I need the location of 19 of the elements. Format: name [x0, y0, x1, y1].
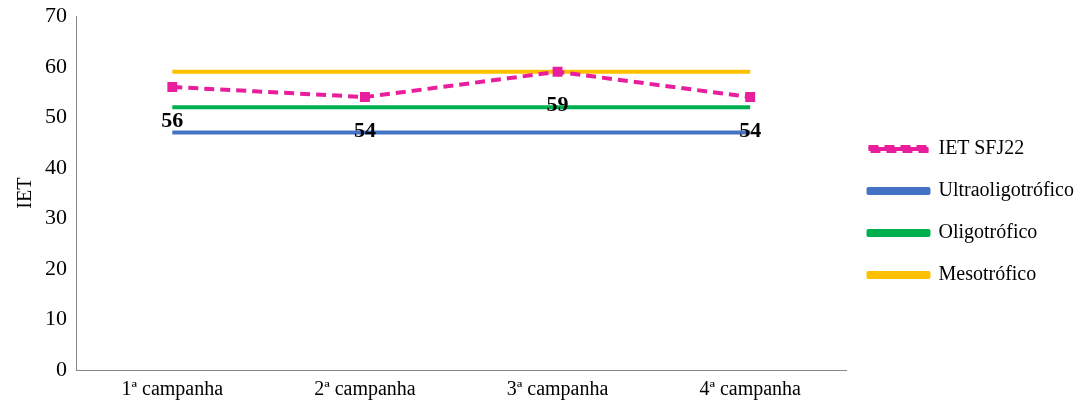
- y-tick-label: 10: [45, 305, 67, 331]
- x-tick-label: 2ª campanha: [314, 377, 416, 401]
- y-axis-title: IET: [13, 177, 36, 209]
- data-label: 54: [739, 116, 762, 142]
- x-tick-label: 3ª campanha: [506, 377, 609, 401]
- y-tick-label: 60: [45, 52, 67, 78]
- y-tick-label: 30: [45, 204, 67, 230]
- y-tick-label: 20: [45, 254, 67, 280]
- x-tick-label: 4ª campanha: [699, 377, 802, 401]
- x-tick-label: 1ª campanha: [121, 377, 224, 401]
- legend-label: IET SFJ22: [938, 136, 1025, 159]
- y-tick-label: 70: [45, 1, 67, 27]
- y-tick-label: 40: [45, 153, 67, 179]
- legend-label: Mesotrófico: [938, 262, 1037, 285]
- legend-label: Oligotrófico: [938, 220, 1038, 244]
- y-tick-label: 50: [45, 103, 67, 129]
- y-tick-label: 0: [56, 355, 67, 381]
- data-label: 56: [161, 106, 184, 132]
- legend-label: Ultraoligotrófico: [938, 178, 1075, 202]
